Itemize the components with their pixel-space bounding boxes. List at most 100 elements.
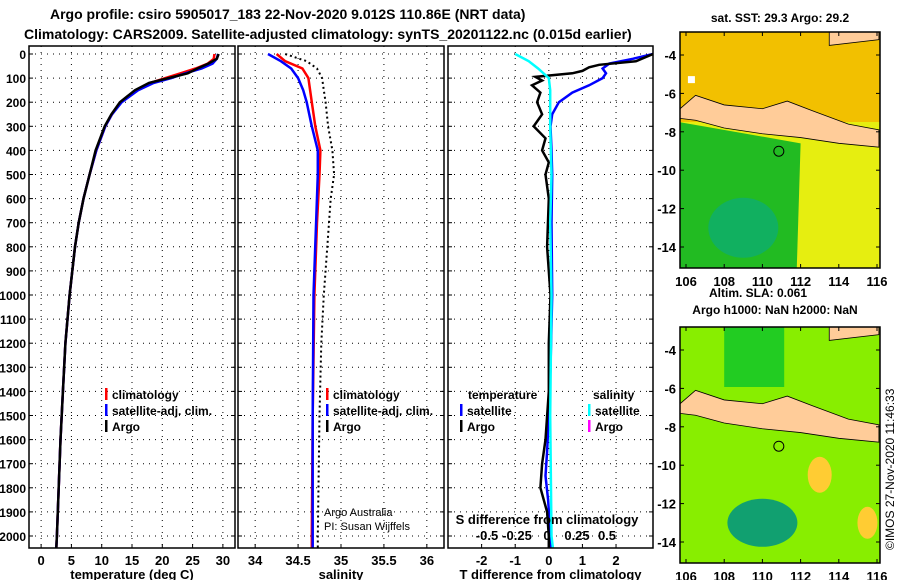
legend-swatch <box>588 404 591 416</box>
sla-north-low <box>724 327 785 387</box>
x-tick-label: 36 <box>420 553 434 568</box>
series-line-argo <box>284 53 336 548</box>
y-tick-label: 700 <box>6 217 26 231</box>
x2-tick-label: 0.5 <box>598 528 616 543</box>
series-line-satellite-adj-clim- <box>267 52 320 548</box>
map-x-tick-label: 110 <box>752 569 773 580</box>
y-tick-label: 1200 <box>0 337 26 351</box>
figure-title-line2: Climatology: CARS2009. Satellite-adjuste… <box>24 26 632 42</box>
x-tick-label: 5 <box>68 553 75 568</box>
x2-tick-label: 0.25 <box>564 528 589 543</box>
annotation-pi: PI: Susan Wijffels <box>324 521 410 533</box>
y-tick-label: 500 <box>6 169 26 183</box>
x2-tick-label: 0 <box>543 528 550 543</box>
map-x-tick-label: 108 <box>713 274 735 289</box>
x-tick-label: 30 <box>216 553 230 568</box>
sla-south-low <box>727 498 798 547</box>
map-y-tick-label: -4 <box>664 48 676 63</box>
y-tick-label: 800 <box>6 241 26 255</box>
map-sst_map <box>680 32 880 268</box>
map-y-tick-label: -8 <box>664 420 676 435</box>
x-tick-label: 0 <box>38 553 45 568</box>
series-line-argo <box>55 53 220 548</box>
x2-tick-label: -0.5 <box>476 528 498 543</box>
x2-axis-label: S difference from climatology <box>456 512 640 527</box>
map-x-tick-label: 108 <box>713 569 735 580</box>
sst-map-title: sat. SST: 29.3 Argo: 29.2 <box>711 11 850 25</box>
x-tick-label: 35.5 <box>371 553 396 568</box>
x-tick-label: 15 <box>125 553 139 568</box>
map-x-tick-label: 112 <box>790 274 811 289</box>
map-y-tick-label: -6 <box>664 381 676 396</box>
y-tick-label: 0 <box>19 48 26 62</box>
sla-map-title: Altim. SLA: 0.061 <box>709 286 807 300</box>
plot-frame <box>447 45 654 549</box>
legend-title-salinity: salinity <box>593 388 635 402</box>
y-tick-label: 300 <box>6 120 26 134</box>
legend-swatch <box>105 420 108 432</box>
legend-label-2: Argo <box>333 420 361 434</box>
legend-label-0: climatology <box>112 388 179 402</box>
x-tick-label: 10 <box>94 553 108 568</box>
map-x-tick-label: 110 <box>752 274 773 289</box>
credit-text: ©IMOS 27-Nov-2020 11:46:33 <box>883 388 897 550</box>
y-tick-label: 1900 <box>0 506 26 520</box>
legend-label-1-1: Argo <box>595 420 623 434</box>
x-axis-label: T difference from climatology <box>459 567 642 580</box>
map-x-tick-label: 106 <box>675 274 697 289</box>
y-tick-label: 600 <box>6 193 26 207</box>
map-x-tick-label: 116 <box>867 569 888 580</box>
y-tick-label: 1100 <box>0 313 26 327</box>
y-tick-label: 900 <box>6 265 26 279</box>
y-tick-label: 1800 <box>0 482 26 496</box>
legend-label-2: Argo <box>112 420 140 434</box>
legend-label-0: climatology <box>333 388 400 402</box>
legend-swatch <box>326 404 329 416</box>
x-tick-label: 34 <box>248 553 263 568</box>
x-tick-label: 2 <box>612 553 619 568</box>
legend-swatch <box>588 420 591 432</box>
y-tick-label: 1700 <box>0 458 26 472</box>
legend-title-temperature: temperature <box>468 388 538 402</box>
y-tick-label: 2000 <box>0 530 26 544</box>
map-y-tick-label: -14 <box>657 240 677 255</box>
series-line-satellite-adj-clim- <box>55 53 220 548</box>
sla-map-subtitle: Argo h1000: NaN h2000: NaN <box>692 303 857 317</box>
plot-frame <box>28 45 236 549</box>
map-y-tick-label: -10 <box>657 458 676 473</box>
legend-swatch <box>460 404 463 416</box>
map-y-tick-label: -14 <box>657 535 677 550</box>
series-line-t-satellite <box>544 52 653 548</box>
figure-title-line1: Argo profile: csiro 5905017_183 22-Nov-2… <box>50 6 526 22</box>
series-line-t-argo <box>529 52 653 548</box>
land-java <box>680 389 880 443</box>
argo-location-marker <box>773 440 785 452</box>
legend-label-0-0: satellite <box>467 404 512 418</box>
map-y-tick-label: -12 <box>657 497 676 512</box>
argo-location-marker <box>773 145 785 157</box>
series-line-s-satellite <box>514 52 555 548</box>
x-tick-label: 20 <box>155 553 169 568</box>
map-y-tick-label: -4 <box>664 343 676 358</box>
sla-high <box>857 506 878 539</box>
x-tick-label: 0 <box>545 553 552 568</box>
y-tick-label: 100 <box>6 72 26 86</box>
map-x-tick-label: 106 <box>675 569 697 580</box>
map-x-tick-label: 116 <box>867 274 888 289</box>
y-tick-label: 1300 <box>0 361 26 375</box>
plot-frame <box>237 45 445 549</box>
legend-swatch <box>460 420 463 432</box>
map-x-tick-label: 114 <box>828 569 850 580</box>
x-tick-label: 34.5 <box>285 553 310 568</box>
legend-label-0-1: Argo <box>467 420 495 434</box>
legend-swatch <box>105 404 108 416</box>
y-tick-label: 1400 <box>0 385 26 399</box>
legend-swatch <box>326 420 329 432</box>
cold-pool <box>708 197 779 258</box>
legend-swatch <box>105 388 108 400</box>
x-tick-label: -1 <box>509 553 521 568</box>
x-tick-label: 25 <box>185 553 199 568</box>
land-java <box>680 94 880 148</box>
